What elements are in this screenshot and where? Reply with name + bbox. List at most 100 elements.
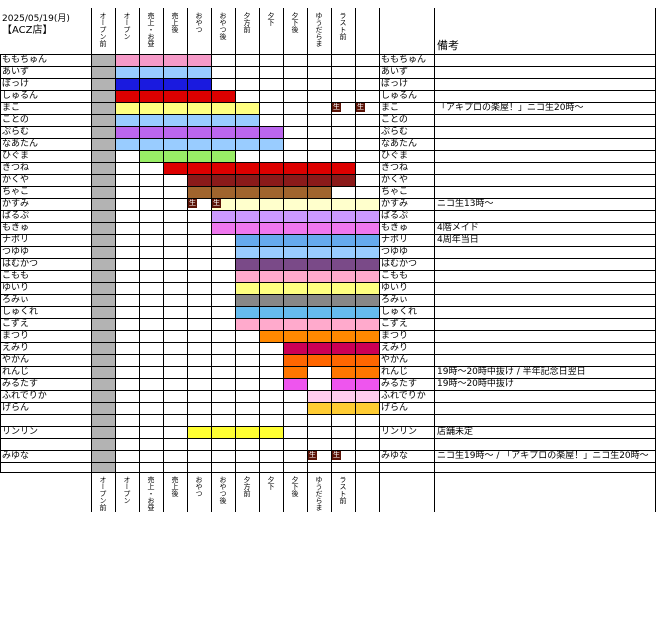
shift-cell (355, 318, 379, 330)
column-footer: オープン前 (99, 476, 107, 511)
shift-cell (115, 138, 139, 150)
shift-cell (283, 330, 307, 342)
column-header: 売上・お昼 (147, 12, 155, 47)
grid-line-row (0, 162, 655, 163)
shift-cell (331, 174, 355, 186)
column-footer: おやつ後 (219, 476, 227, 504)
shift-cell (331, 198, 355, 210)
shift-cell (331, 354, 355, 366)
member-name-right: リンリン (381, 427, 418, 437)
shift-cell (283, 354, 307, 366)
member-name-right: しゅるん (381, 91, 418, 101)
shift-cell (355, 390, 379, 402)
grid-line-row (0, 174, 655, 175)
grid-line-row (0, 330, 655, 331)
shift-cell (211, 426, 235, 438)
shift-cell (211, 138, 235, 150)
shift-cell (115, 114, 139, 126)
grid-line-col (434, 8, 435, 512)
column-header: 売上後 (171, 12, 179, 33)
shift-cell (211, 150, 235, 162)
remarks-cell: ニコ生13時～ (437, 199, 494, 209)
shift-cell (259, 210, 283, 222)
member-name-right: ぼっけ (381, 79, 409, 89)
member-name: えみり (2, 343, 30, 353)
shift-cell (163, 66, 187, 78)
member-name: げらん (2, 403, 30, 413)
member-name-right: はむかつ (381, 259, 418, 269)
member-name: ぷらむ (2, 127, 30, 137)
shift-cell (355, 210, 379, 222)
remarks-cell: 店舗未定 (437, 427, 474, 437)
grid-line-row (0, 198, 655, 199)
column-header: オープン (123, 12, 131, 40)
member-name-right: ゆいり (381, 283, 409, 293)
shift-cell (187, 66, 211, 78)
shift-cell (187, 186, 211, 198)
shift-cell (211, 102, 235, 114)
shift-cell (283, 294, 307, 306)
shift-cell (211, 186, 235, 198)
shift-cell (355, 342, 379, 354)
shift-cell (139, 150, 163, 162)
member-name-right: ろみぃ (381, 295, 409, 305)
shift-cell (355, 222, 379, 234)
grid-line-row (0, 114, 655, 115)
grid-line-row (0, 102, 655, 103)
shift-cell (331, 270, 355, 282)
shift-cell (259, 294, 283, 306)
shift-cell (307, 402, 331, 414)
shift-cell (307, 258, 331, 270)
grid-line-col (139, 8, 140, 512)
shift-cell (259, 222, 283, 234)
remarks-cell: 「アキプロの楽屋！」ニコ生20時～ (437, 103, 584, 113)
shift-cell (259, 330, 283, 342)
shift-cell (139, 102, 163, 114)
shift-cell (307, 234, 331, 246)
shift-cell (307, 282, 331, 294)
shift-cell (235, 186, 259, 198)
live-broadcast-tag: 生 (212, 199, 221, 208)
shift-cell (139, 114, 163, 126)
shift-cell (163, 90, 187, 102)
shift-cell (283, 210, 307, 222)
member-name-right: ぷらむ (381, 127, 409, 137)
date-label: 2025/05/19(月) (2, 14, 70, 24)
grid-line-col (211, 8, 212, 512)
shift-cell (115, 102, 139, 114)
shift-cell (331, 366, 355, 378)
shift-cell (259, 126, 283, 138)
member-name: つゆゆ (2, 247, 30, 257)
shift-cell (163, 114, 187, 126)
shift-cell (283, 198, 307, 210)
column-header: 夕方前 (243, 12, 251, 33)
shift-cell (187, 126, 211, 138)
shift-cell (331, 258, 355, 270)
shift-cell (187, 138, 211, 150)
grid-line-row (0, 78, 655, 79)
member-name: しゅるん (2, 91, 39, 101)
grid-line-row (0, 210, 655, 211)
shift-cell (331, 282, 355, 294)
shift-cell (139, 78, 163, 90)
member-name-right: げらん (381, 403, 409, 413)
shift-cell (235, 198, 259, 210)
shift-cell (187, 114, 211, 126)
remarks-cell: 19時～20時中抜け (437, 379, 514, 389)
shift-cell (211, 114, 235, 126)
member-name: こずえ (2, 319, 29, 329)
shift-cell (115, 78, 139, 90)
grid-line-row (0, 426, 655, 427)
member-name-right: れんじ (381, 367, 409, 377)
shift-cell (283, 246, 307, 258)
shift-cell (331, 162, 355, 174)
live-broadcast-tag: 生 (332, 451, 341, 460)
column-footer: ラスト前 (339, 476, 347, 504)
member-name-right: ももちゅん (381, 55, 427, 65)
remarks-cell: 4階メイド (437, 223, 479, 233)
shift-cell (283, 258, 307, 270)
grid-line-row (0, 126, 655, 127)
grid-line-row (0, 138, 655, 139)
grid-line-row (0, 342, 655, 343)
shift-cell (235, 306, 259, 318)
